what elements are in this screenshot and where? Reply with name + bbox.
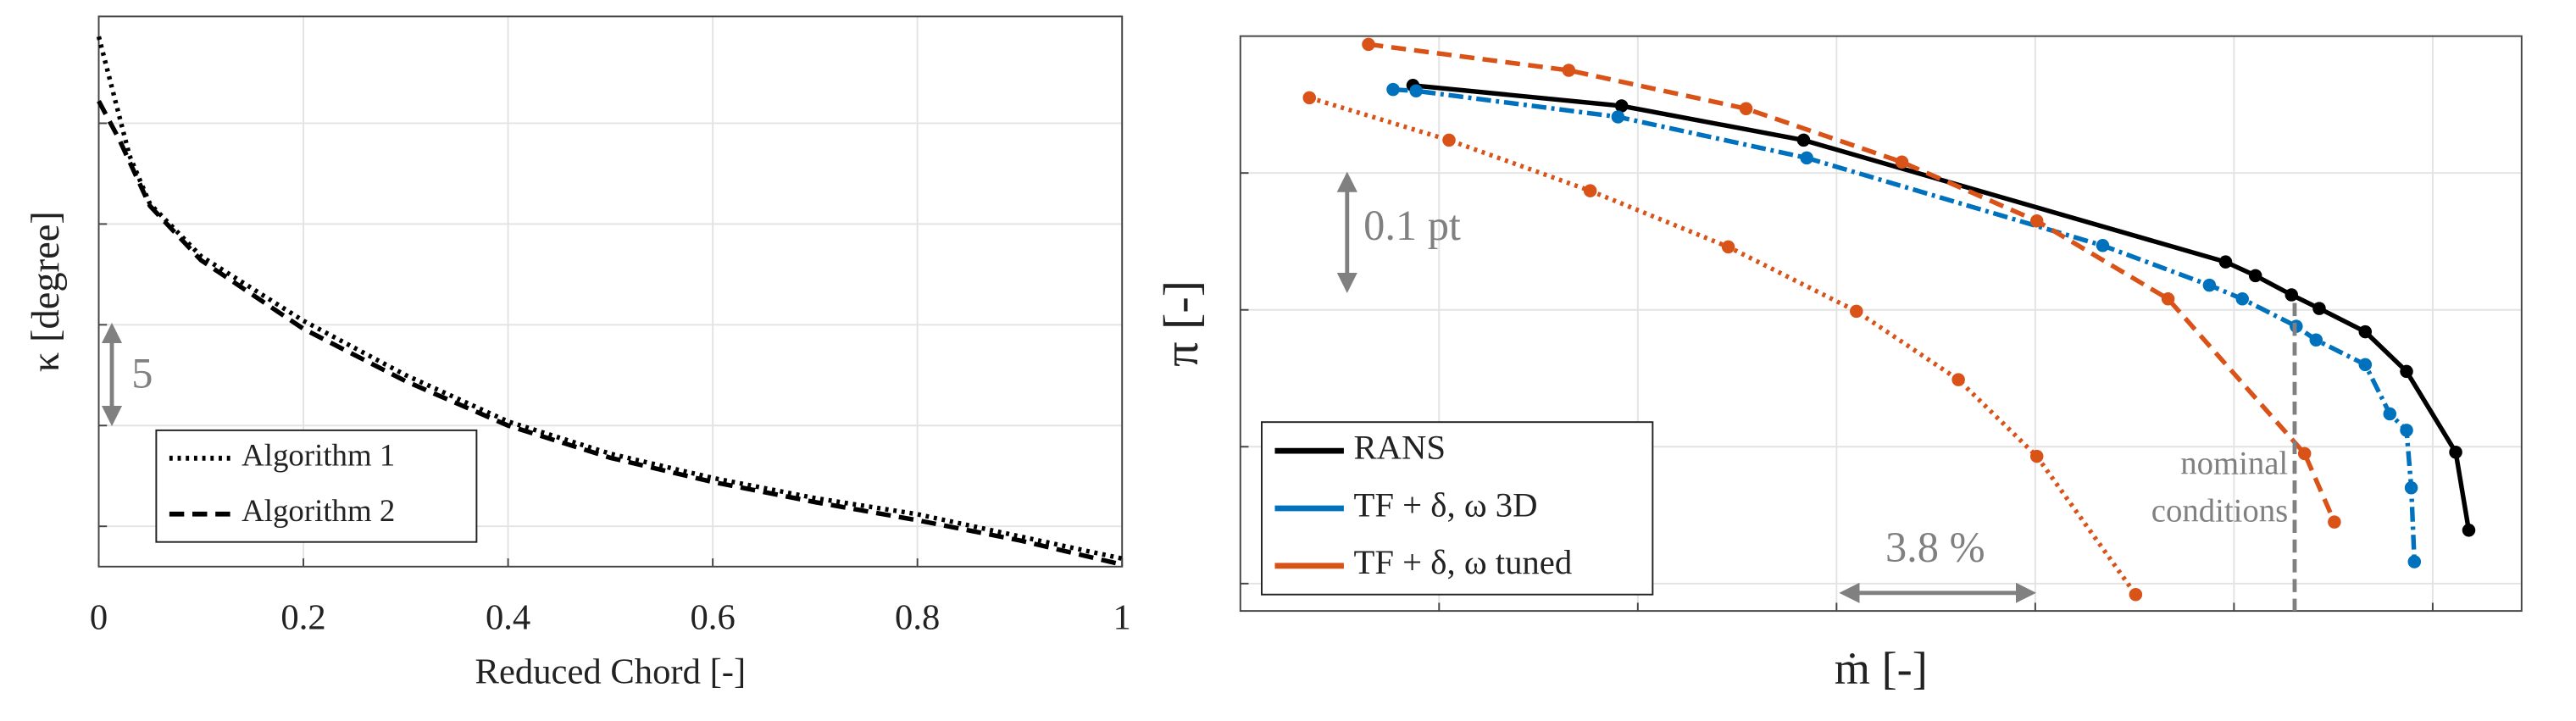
marker (1850, 304, 1863, 319)
marker (1800, 151, 1813, 165)
plot: 0 0.2 0.4 0.6 0.8 1 Reduced Chord [-] κ [degree… (25, 15, 1131, 692)
annotation: nominal (2180, 445, 2288, 481)
y-axis-label: π [-] (1153, 280, 1208, 367)
legend-label: TF + δ, ω 3D (1354, 485, 1538, 524)
series-line (96, 36, 1123, 561)
marker (2449, 445, 2462, 459)
annotation: 3.8 % (1885, 524, 1985, 571)
marker (2328, 515, 2341, 529)
marker (2400, 424, 2413, 437)
x-axis-label: ṁ [-] (1835, 643, 1928, 694)
x-tick-label: 0.8 (895, 598, 940, 638)
marker (2218, 255, 2233, 269)
annotation: 5 (131, 349, 153, 397)
marker (2462, 524, 2476, 537)
marker (1895, 155, 1909, 169)
legend-label: TF + δ, ω tuned (1354, 543, 1573, 581)
y-axis-label: κ [degree] (25, 211, 68, 372)
annotation: conditions (2151, 493, 2288, 530)
axes-box (97, 15, 1124, 568)
marker (2383, 407, 2397, 421)
axes-box (1239, 35, 2523, 613)
marker (1362, 37, 1375, 52)
marker (2248, 269, 2262, 283)
marker (2404, 480, 2418, 495)
marker (1739, 102, 1753, 116)
marker (2129, 587, 2143, 602)
marker (1583, 184, 1597, 197)
marker (1796, 133, 1811, 147)
x-tick-label: 0.2 (280, 598, 325, 638)
marker (2096, 239, 2110, 252)
x-tick-label: 0.4 (486, 598, 530, 638)
marker (1409, 84, 1423, 98)
marker (2400, 364, 2413, 379)
annotation: 0.1 pt (1363, 202, 1461, 249)
marker (2297, 446, 2312, 461)
series-line (1368, 42, 2337, 524)
series-line (97, 100, 1123, 568)
marker (2235, 292, 2250, 306)
marker (1951, 373, 1965, 386)
marker (1302, 91, 1317, 105)
x-tick-label: 0 (90, 598, 108, 638)
marker (1562, 64, 1576, 77)
marker (2358, 324, 2373, 339)
plot: ṁ [-] π [-] RANS TF + δ, ω 3D TF + δ, ω tune… (1153, 35, 2523, 694)
x-tick-label: 1 (1113, 598, 1131, 638)
marker (2029, 214, 2044, 228)
legend-label: Algorithm 2 (242, 493, 395, 528)
legend-label: Algorithm 1 (242, 437, 395, 472)
marker (2029, 449, 2044, 463)
marker (1442, 133, 1456, 147)
x-tick-label: 0.6 (690, 598, 735, 638)
marker (2309, 333, 2323, 347)
marker (2358, 358, 2373, 372)
marker (1386, 82, 1400, 97)
marker (1611, 110, 1625, 124)
x-axis-label: Reduced Chord [-] (475, 652, 747, 692)
marker (2202, 278, 2217, 292)
legend-box (155, 429, 478, 543)
marker (2285, 288, 2299, 302)
marker (1721, 240, 1735, 254)
marker (1614, 99, 1629, 113)
legend-label: RANS (1354, 428, 1446, 466)
marker (2407, 555, 2422, 568)
marker (2161, 292, 2175, 306)
marker (2312, 302, 2326, 315)
